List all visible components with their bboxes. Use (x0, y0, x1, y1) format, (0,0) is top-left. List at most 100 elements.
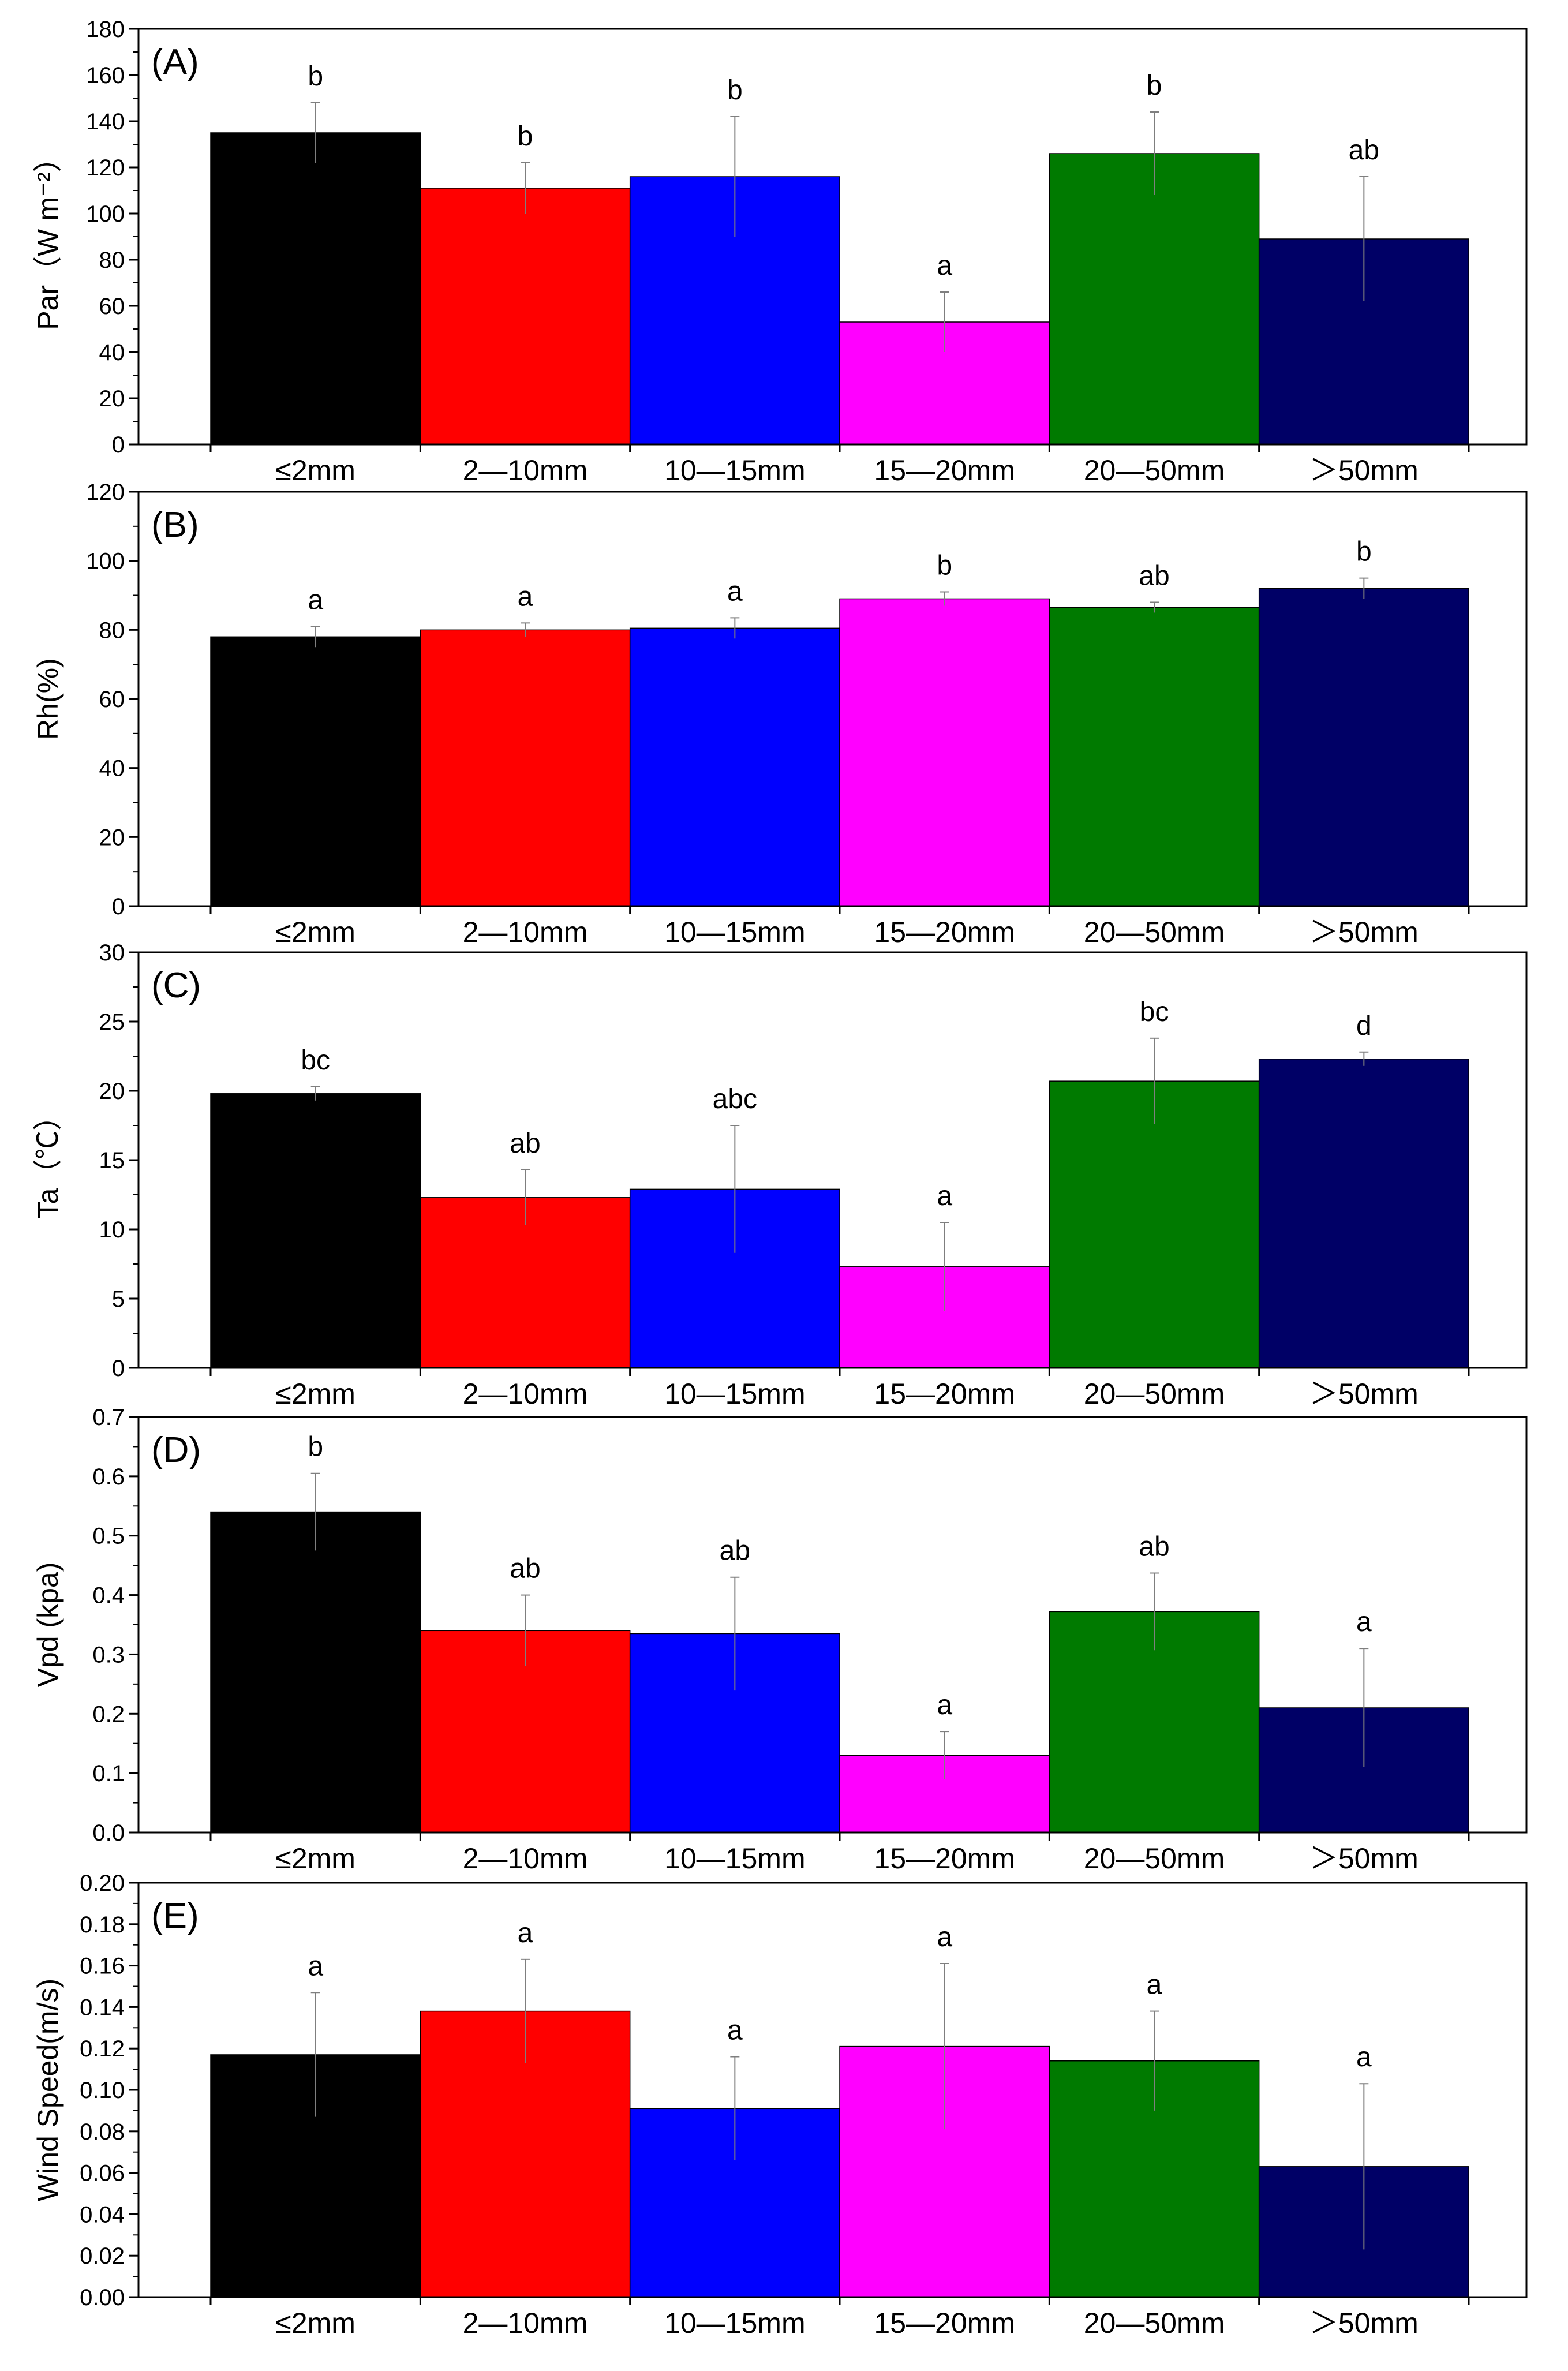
y-axis-label: Ta（℃） (32, 1102, 64, 1219)
y-tick-label: 100 (86, 201, 125, 227)
y-tick-label: 120 (86, 480, 125, 505)
x-tick-label: ＞50mm (1309, 1378, 1419, 1410)
y-tick-label: 100 (86, 549, 125, 574)
y-tick-label: 0 (112, 894, 125, 919)
y-tick-label: 20 (99, 1079, 125, 1104)
y-tick-label: 0.2 (92, 1701, 125, 1727)
x-tick-label: 15—20mm (874, 1842, 1015, 1875)
x-tick-label: 10—15mm (664, 916, 806, 948)
significance-letter: a (308, 1951, 323, 1981)
y-tick-label: 0.08 (80, 2119, 125, 2145)
y-tick-label: 0.5 (92, 1524, 125, 1549)
significance-letter: b (937, 551, 952, 581)
significance-letter: b (518, 121, 533, 152)
significance-letter: ab (1139, 1532, 1169, 1562)
y-tick-label: 0.00 (80, 2285, 125, 2310)
x-tick-label: 10—15mm (664, 1378, 806, 1410)
x-tick-label: 15—20mm (874, 454, 1015, 487)
x-tick-label: 2—10mm (463, 1842, 588, 1875)
y-tick-label: 0.1 (92, 1761, 125, 1786)
y-tick-label: 60 (99, 687, 125, 712)
significance-letter: ab (510, 1554, 540, 1584)
bar (1049, 153, 1260, 445)
panel-e: a a a a a a 0.00 0.02 0.04 0.06 0.08 0.10 0.12 0.14 0.… (32, 1871, 1528, 2339)
x-tick-label: 2—10mm (463, 1378, 588, 1410)
bar (1258, 1059, 1469, 1368)
significance-letter: ab (510, 1128, 540, 1159)
y-tick-label: 5 (112, 1287, 125, 1312)
y-tick-label: 10 (99, 1217, 125, 1243)
y-tick-label: 0.3 (92, 1642, 125, 1667)
y-tick-label: 40 (99, 756, 125, 781)
y-tick-label: 120 (86, 155, 125, 181)
y-tick-label: 0.0 (92, 1820, 125, 1846)
y-tick-label: 140 (86, 109, 125, 134)
x-tick-label: 20—50mm (1084, 916, 1225, 948)
bar (210, 1511, 421, 1833)
bar (420, 188, 631, 445)
x-tick-label: 2—10mm (463, 454, 588, 487)
significance-letter: b (727, 75, 743, 106)
significance-letter: ab (720, 1536, 750, 1566)
x-tick-label: ≤2mm (275, 916, 355, 948)
x-tick-label: ＞50mm (1309, 916, 1419, 948)
bar (1258, 588, 1469, 907)
y-tick-label: 0.12 (80, 2036, 125, 2062)
panel-label: (E) (151, 1896, 199, 1936)
x-tick-label: 15—20mm (874, 916, 1015, 948)
significance-letter: ab (1349, 135, 1379, 166)
y-tick-label: 80 (99, 618, 125, 643)
y-tick-label: 80 (99, 248, 125, 273)
significance-letter: b (308, 1432, 323, 1463)
x-tick-label: 20—50mm (1084, 454, 1225, 487)
x-tick-label: 15—20mm (874, 2307, 1015, 2339)
significance-letter: bc (1140, 997, 1169, 1027)
x-tick-label: ＞50mm (1309, 2307, 1419, 2339)
bar (420, 1197, 631, 1368)
significance-letter: a (727, 2015, 743, 2046)
bar (629, 627, 840, 907)
y-tick-label: 0.10 (80, 2078, 125, 2103)
panel-label: (A) (151, 42, 199, 82)
y-tick-label: 25 (99, 1009, 125, 1035)
significance-letter: b (1147, 70, 1162, 101)
x-tick-label: 20—50mm (1084, 1842, 1225, 1875)
x-tick-label: ≤2mm (275, 454, 355, 487)
significance-letter: a (1356, 1607, 1372, 1637)
y-tick-label: 0.7 (92, 1405, 125, 1430)
x-tick-label: 10—15mm (664, 1842, 806, 1875)
x-tick-label: ＞50mm (1309, 1842, 1419, 1875)
y-tick-label: 0.6 (92, 1464, 125, 1490)
significance-letter: a (308, 585, 323, 615)
x-tick-label: 20—50mm (1084, 1378, 1225, 1410)
y-tick-label: 160 (86, 63, 125, 88)
x-tick-label: 10—15mm (664, 2307, 806, 2339)
y-tick-label: 0.14 (80, 1995, 125, 2020)
y-tick-label: 0.16 (80, 1954, 125, 1979)
y-tick-label: 0.20 (80, 1871, 125, 1896)
significance-letter: b (308, 61, 323, 92)
x-tick-label: 10—15mm (664, 454, 806, 487)
panel-d: b ab ab a ab a 0.0 0.1 0.2 0.3 0.4 0.5 0.6 0.7 ≤2mm 2—1… (32, 1405, 1528, 1875)
x-tick-label: ＞50mm (1309, 454, 1419, 487)
y-axis-label: Rh(%) (32, 658, 64, 740)
panel-label: (D) (151, 1430, 201, 1470)
x-tick-label: 20—50mm (1084, 2307, 1225, 2339)
significance-letter: a (1147, 1970, 1162, 2000)
significance-letter: a (518, 1918, 533, 1949)
y-tick-label: 0.06 (80, 2161, 125, 2186)
significance-letter: d (1356, 1011, 1372, 1041)
y-axis-label: Wind Speed(m/s) (32, 1979, 64, 2201)
bar (210, 636, 421, 907)
y-tick-label: 0.02 (80, 2243, 125, 2269)
x-tick-label: 15—20mm (874, 1378, 1015, 1410)
y-tick-label: 0 (112, 432, 125, 458)
bar (839, 598, 1050, 907)
y-axis-label: Vpd (kpa) (32, 1562, 64, 1688)
bar (210, 132, 421, 445)
y-tick-label: 30 (99, 940, 125, 966)
